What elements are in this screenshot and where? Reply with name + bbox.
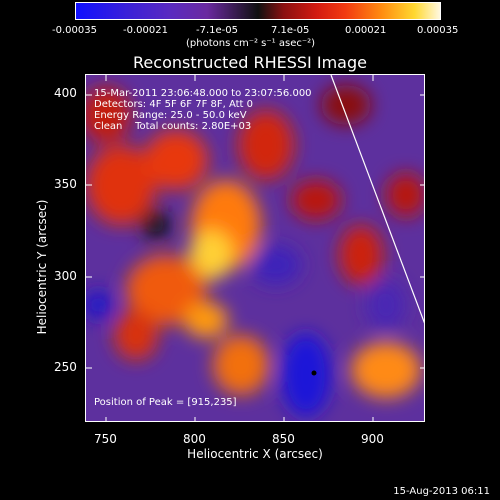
y-tick-label: 250 xyxy=(54,360,77,374)
y-tick-label: 400 xyxy=(54,86,77,100)
y-tick-label: 350 xyxy=(54,177,77,191)
x-tick-label: 750 xyxy=(94,432,117,446)
colorbar-tick: -0.00021 xyxy=(123,25,168,36)
x-tick-label: 850 xyxy=(272,432,295,446)
solar-limb-line xyxy=(330,75,424,324)
rhessi-map xyxy=(86,75,424,421)
colorbar-tick: 0.00035 xyxy=(417,25,459,36)
info-line: Clean Total counts: 2.80E+03 xyxy=(94,121,252,132)
peak-position-text: Position of Peak = [915,235] xyxy=(94,397,237,408)
image-plot: 15-Mar-2011 23:06:48.000 to 23:07:56.000… xyxy=(85,74,425,422)
timestamp: 15-Aug-2013 06:11 xyxy=(393,486,490,497)
x-tick-label: 800 xyxy=(183,432,206,446)
y-tick-label: 300 xyxy=(54,269,77,283)
colorbar-tick: -7.1e-05 xyxy=(196,25,238,36)
y-axis-title: Heliocentric Y (arcsec) xyxy=(35,199,49,335)
info-line: Energy Range: 25.0 - 50.0 keV xyxy=(94,110,247,121)
colorbar-tick: 7.1e-05 xyxy=(271,25,310,36)
info-line: Detectors: 4F 5F 6F 7F 8F, Att 0 xyxy=(94,99,254,110)
peak-marker xyxy=(311,370,317,376)
colorbar xyxy=(75,2,441,20)
x-tick-label: 900 xyxy=(361,432,384,446)
x-axis-title: Heliocentric X (arcsec) xyxy=(187,447,323,461)
intensity-blobs xyxy=(86,85,424,417)
info-line: 15-Mar-2011 23:06:48.000 to 23:07:56.000 xyxy=(94,88,312,99)
colorbar-tick: 0.00021 xyxy=(345,25,387,36)
plot-title: Reconstructed RHESSI Image xyxy=(133,53,367,72)
colorbar-tick: -0.00035 xyxy=(52,25,97,36)
colorbar-unit: (photons cm⁻² s⁻¹ asec⁻²) xyxy=(186,38,316,49)
